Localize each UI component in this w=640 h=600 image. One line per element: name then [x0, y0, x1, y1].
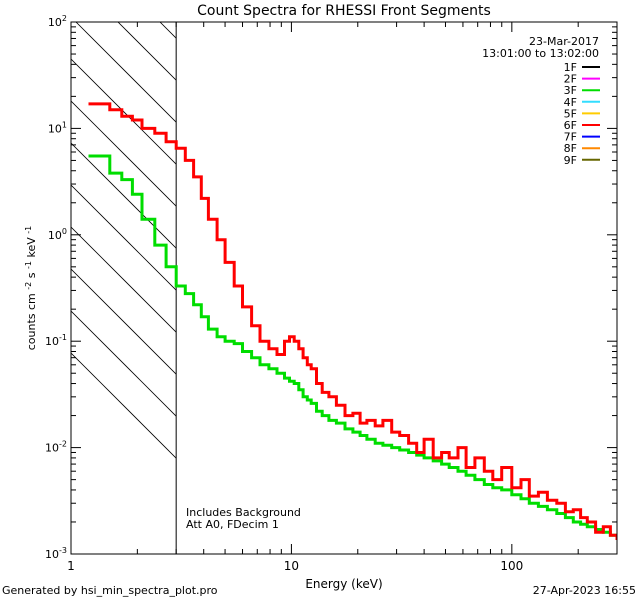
hatched-region — [71, 22, 177, 554]
axes: 1 10 100 10-3 10-2 10-1 100 101 102 — [45, 14, 617, 573]
y-tick-label: 10-3 — [45, 546, 67, 561]
x-tick-label: 100 — [500, 559, 523, 573]
legend: 23-Mar-2017 13:01:00 to 13:02:00 1F2F3F4… — [482, 35, 600, 167]
y-tick-label: 10-2 — [45, 440, 67, 455]
hatch-line — [71, 58, 177, 165]
hatch-line — [71, 142, 177, 249]
legend-label: 9F — [564, 154, 577, 167]
chart-title: Count Spectra for RHESSI Front Segments — [197, 3, 491, 19]
x-axis-label: Energy (keV) — [305, 577, 382, 591]
legend-date: 23-Mar-2017 — [529, 35, 599, 48]
legend-label: 3F — [564, 84, 577, 97]
y-label-exp3: -1 — [24, 226, 33, 234]
plot-frame — [70, 21, 618, 555]
y-label-base: counts cm — [25, 293, 38, 350]
hatch-line — [71, 226, 177, 333]
y-label-exp2: -1 — [24, 261, 33, 269]
legend-label: 5F — [564, 107, 577, 120]
y-label-mid2: keV — [25, 237, 38, 258]
series-layer — [88, 102, 617, 540]
x-tick-label: 10 — [284, 559, 299, 573]
hatch-line — [71, 310, 177, 417]
annotation-background: Includes Background — [186, 506, 301, 519]
footer-timestamp: 27-Apr-2023 16:55 — [532, 584, 636, 597]
hatch-line — [117, 22, 177, 81]
legend-label: 8F — [564, 142, 577, 155]
series-3F-line — [88, 154, 617, 540]
y-tick-label: 100 — [48, 227, 67, 242]
legend-label: 4F — [564, 96, 577, 109]
legend-label: 6F — [564, 119, 577, 132]
hatch-line — [71, 268, 177, 375]
y-label-mid1: s — [25, 272, 38, 278]
hatch-line — [71, 352, 177, 459]
legend-label: 7F — [564, 131, 577, 144]
y-label-exp1: -2 — [24, 282, 33, 290]
y-tick-label: 101 — [48, 120, 67, 135]
annotations: Includes Background Att A0, FDecim 1 — [186, 506, 301, 531]
hatch-line — [71, 100, 177, 207]
series-6F-line — [88, 102, 617, 540]
footer-generated-by: Generated by hsi_min_spectra_plot.pro — [2, 584, 218, 597]
y-axis-label: counts cm -2 s -1 keV -1 — [21, 226, 38, 351]
annotation-attenuator: Att A0, FDecim 1 — [186, 518, 279, 531]
y-tick-label: 10-1 — [45, 333, 67, 348]
hatch-line — [75, 22, 177, 123]
hatch-line — [71, 184, 177, 291]
y-tick-label: 102 — [48, 14, 67, 29]
legend-label: 1F — [564, 61, 577, 74]
legend-time-range: 13:01:00 to 13:02:00 — [482, 47, 599, 60]
x-tick-label: 1 — [67, 559, 75, 573]
legend-label: 2F — [564, 73, 577, 86]
